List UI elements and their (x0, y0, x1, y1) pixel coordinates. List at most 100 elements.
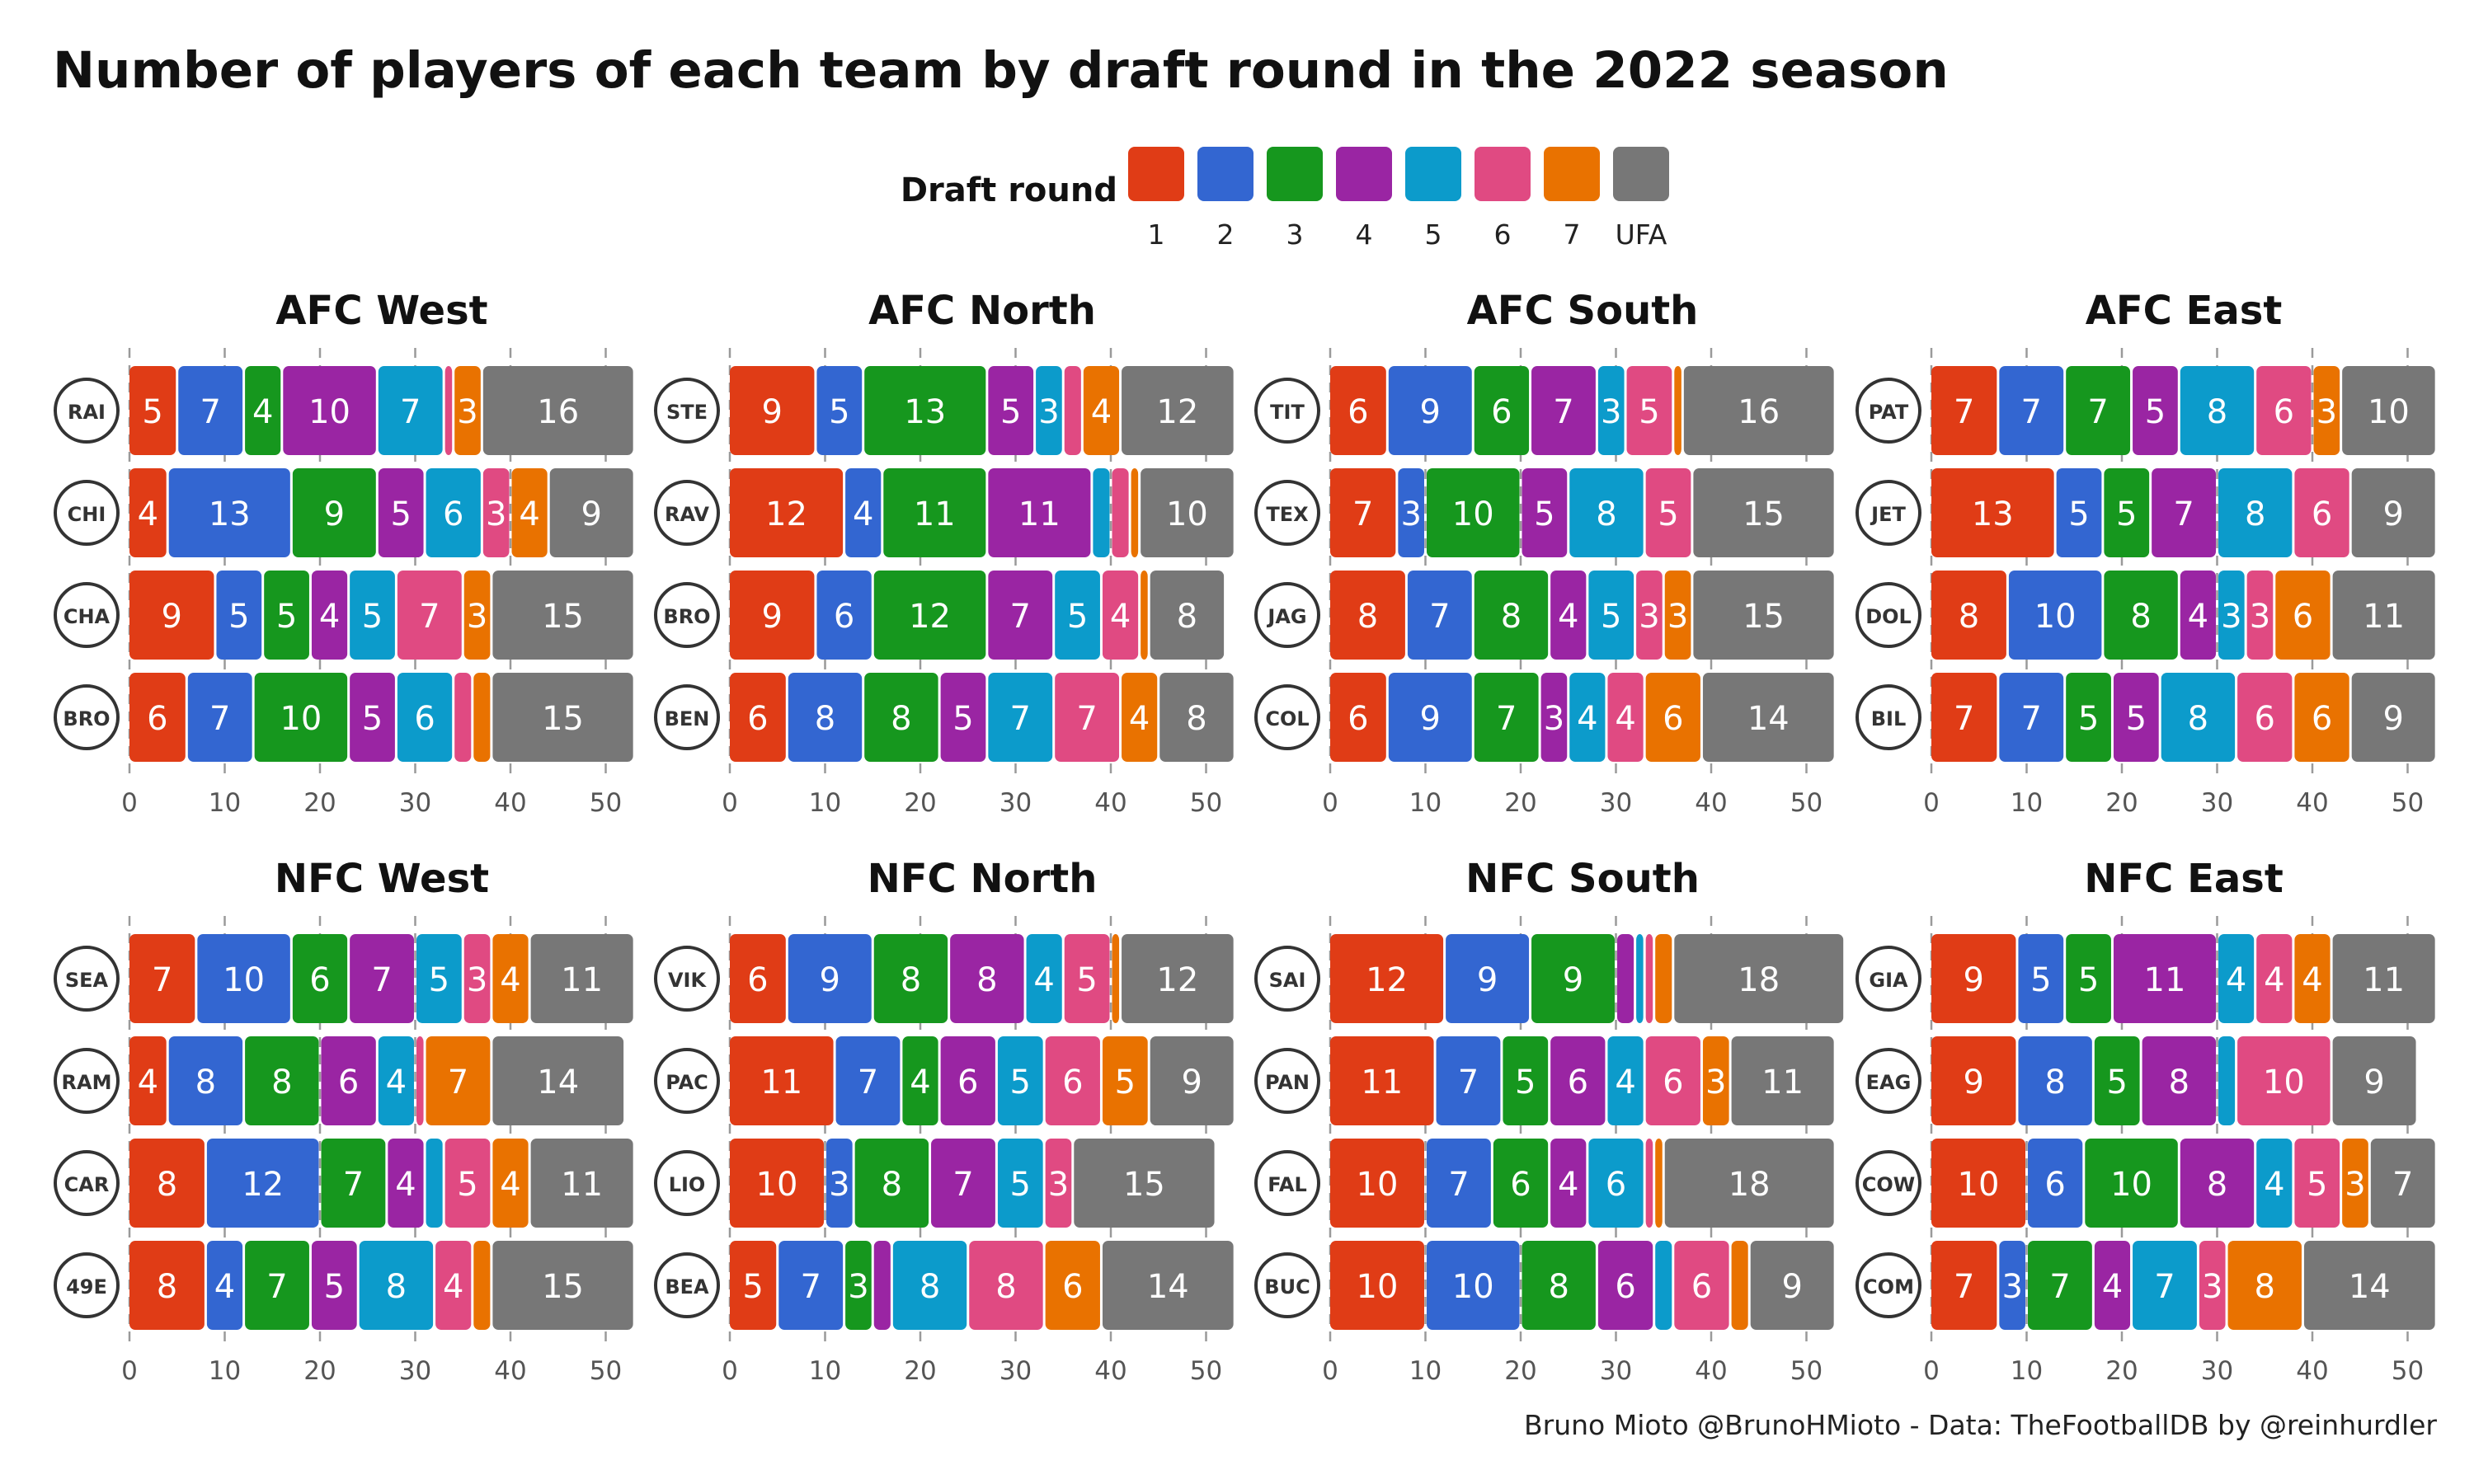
bar-value-label: 10 (2368, 393, 2410, 431)
bar-value-label: 3 (1667, 598, 1688, 636)
x-tick-label: 0 (121, 1356, 138, 1386)
bar-value-label: 15 (542, 598, 584, 636)
team-row-philadelphia-eagles: EAG 9 8 5 8 10 9 (1856, 1036, 2416, 1125)
x-tick-label: 10 (809, 1356, 841, 1386)
bar-value-label: 4 (500, 961, 520, 999)
bar-value-label: 3 (457, 393, 477, 431)
bar-segment-round-ufa (1141, 468, 1234, 557)
bar-value-label: 10 (2263, 1064, 2305, 1101)
x-tick-label: 30 (2201, 788, 2233, 818)
bar-segment-round-3 (845, 1241, 872, 1330)
bar-segment-round-7 (2294, 673, 2349, 762)
x-tick-label: 0 (1923, 788, 1940, 818)
legend-label-2: 2 (1217, 218, 1235, 251)
svg-text:STE: STE (666, 401, 708, 424)
bar-value-label: 5 (952, 700, 973, 738)
bar-value-label: 8 (2245, 495, 2265, 533)
bar-value-label: 8 (882, 1166, 902, 1204)
bar-segment-round-4 (2142, 1036, 2216, 1125)
legend-label-ufa: UFA (1616, 218, 1667, 251)
bar-value-label: 8 (157, 1166, 177, 1204)
bar-value-label: 6 (2274, 393, 2294, 431)
bar-value-label: 5 (2307, 1166, 2327, 1204)
bar-value-label: 5 (2106, 1064, 2127, 1101)
svg-text:COL: COL (1265, 707, 1309, 730)
bar-value-label: 5 (1515, 1064, 1536, 1101)
bar-value-label: 4 (443, 1268, 463, 1306)
bar-segment-round-4 (388, 1139, 424, 1228)
bar-segment-round-4 (2113, 934, 2216, 1023)
bar-value-label: 9 (2382, 495, 2403, 533)
bar-value-label: 3 (467, 961, 487, 999)
bar-segment-round-1 (1330, 1139, 1424, 1228)
bar-segment-round-3 (1531, 934, 1615, 1023)
bar-segment-round-3 (245, 366, 281, 455)
bar-value-label: 3 (1038, 393, 1059, 431)
bar-segment-round-2 (206, 1241, 243, 1330)
bar-segment-round-6 (1055, 673, 1120, 762)
team-row-las-vegas-raiders: RAI 5 7 4 10 7 3 16 (54, 366, 633, 455)
x-tick-label: 10 (2011, 1356, 2043, 1386)
x-tick-label: 20 (2105, 1356, 2138, 1386)
chiefs-logo: CHI (54, 480, 120, 546)
bar-segment-round-ufa (1750, 1241, 1834, 1330)
bar-segment-round-4 (321, 1036, 376, 1125)
bar-segment-round-3 (1493, 1139, 1549, 1228)
bar-segment-round-ufa (492, 1241, 633, 1330)
bar-value-label: 8 (1596, 495, 1616, 533)
bar-value-label: 5 (2030, 961, 2051, 999)
bar-value-label: 7 (952, 1166, 973, 1204)
bar-segment-round-5 (378, 366, 443, 455)
svg-text:JAG: JAG (1266, 605, 1306, 628)
bar-segment-round-3 (2066, 934, 2111, 1023)
bar-segment-round-1 (1931, 571, 2006, 660)
bar-segment-round-2 (778, 1241, 844, 1330)
bar-segment-round-4 (311, 1241, 357, 1330)
bar-segment-round-5 (1588, 571, 1634, 660)
bar-value-label: 4 (500, 1166, 520, 1204)
team-row-indianapolis-colts: COL 6 9 7 3 4 4 6 14 (1254, 673, 1834, 762)
bar-value-label: 3 (1639, 598, 1659, 636)
bar-value-label: 10 (1357, 1166, 1399, 1204)
bar-value-label: 14 (1147, 1268, 1189, 1306)
colts-logo: COL (1254, 684, 1320, 750)
bar-segment-round-2 (1436, 1036, 1501, 1125)
bar-segment-round-4 (311, 571, 348, 660)
bar-segment-round-4 (988, 366, 1034, 455)
x-tick-label: 30 (399, 788, 431, 818)
bar-value-label: 3 (486, 495, 506, 533)
bar-value-label: 15 (1743, 495, 1785, 533)
bar-value-label: 8 (2207, 393, 2227, 431)
bar-segment-round-7 (473, 1241, 491, 1330)
bar-segment-round-5 (1607, 1036, 1644, 1125)
bar-segment-round-1 (129, 673, 186, 762)
bar-value-label: 5 (1115, 1064, 1136, 1101)
bar-segment-round-3 (873, 934, 948, 1023)
bar-value-label: 7 (2173, 495, 2194, 533)
bar-segment-round-2 (1999, 366, 2064, 455)
team-row-san-francisco-49ers: 49E 8 4 7 5 8 4 15 (54, 1241, 633, 1330)
bar-value-label: 3 (2001, 1268, 2022, 1306)
bar-segment-round-1 (1330, 468, 1396, 557)
bar-segment-round-6 (1045, 1139, 1072, 1228)
bar-segment-round-6 (444, 366, 453, 455)
svg-text:LIO: LIO (669, 1173, 706, 1196)
x-tick-label: 20 (303, 788, 336, 818)
bar-value-label: 3 (2345, 1166, 2365, 1204)
x-tick-label: 10 (209, 1356, 241, 1386)
bar-segment-round-6 (1607, 673, 1644, 762)
bills-logo: BIL (1856, 684, 1921, 750)
bar-segment-round-6 (2256, 366, 2312, 455)
bar-value-label: 6 (1606, 1166, 1626, 1204)
bar-segment-round-5 (359, 1241, 434, 1330)
legend-label-5: 5 (1425, 218, 1442, 251)
bar-value-label: 16 (1738, 393, 1780, 431)
bar-segment-round-7 (463, 571, 491, 660)
bar-value-label: 7 (2021, 700, 2042, 738)
bar-value-label: 15 (1123, 1166, 1165, 1204)
bar-value-label: 3 (2316, 393, 2337, 431)
bar-segment-round-ufa (1674, 934, 1844, 1023)
bar-value-label: 10 (2110, 1166, 2152, 1204)
